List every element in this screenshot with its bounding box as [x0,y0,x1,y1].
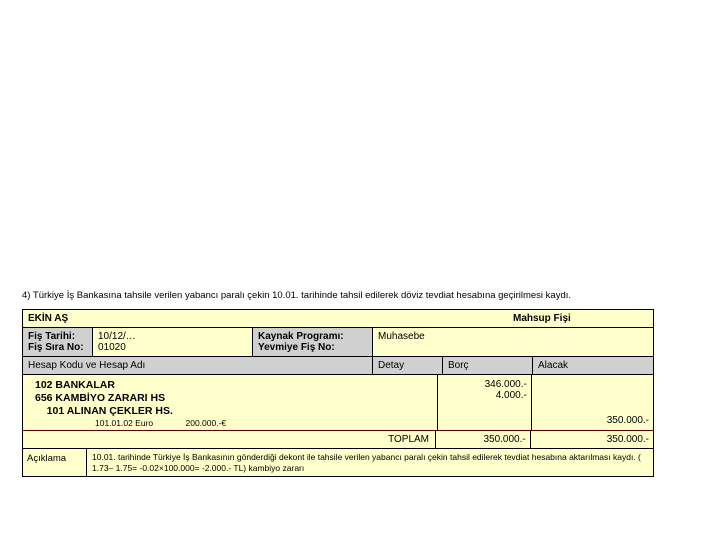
meta-values-2: Muhasebe [373,328,653,356]
voucher-type: Mahsup Fişi [443,310,653,327]
accounts-row: 102 BANKALAR 656 KAMBİYO ZARARI HS 101 A… [23,375,653,431]
header-row: EKİN AŞ Mahsup Fişi [23,310,653,328]
voucher-table: EKİN AŞ Mahsup Fişi Fiş Tarihi: Fiş Sıra… [22,309,654,477]
fis-sira-label: Fiş Sıra No: [28,342,87,353]
account-line-1: 102 BANKALAR [35,379,431,392]
fis-tarihi-value: 10/12/… [98,331,247,342]
sub-code: 101.01.02 Euro [95,418,153,428]
company-name: EKİN AŞ [23,310,443,327]
account-line-3: 101 ALINAN ÇEKLER HS. [35,405,431,418]
borc-2: 4.000.- [442,390,527,401]
intro-text: 4) Türkiye İş Bankasına tahsile verilen … [22,290,702,301]
total-borc: 350.000.- [436,431,531,448]
total-alacak: 350.000.- [531,431,653,448]
kaynak-label: Kaynak Programı: [258,331,367,342]
alacak-cell: 350.000.- [532,375,653,430]
meta-row: Fiş Tarihi: Fiş Sıra No: 10/12/… 01020 K… [23,328,653,357]
description-label: Açıklama [23,449,87,475]
description-text: 10.01. tarihinde Türkiye İş Bankasının g… [87,449,653,475]
borc-1: 346.000.- [442,379,527,390]
col-hesap: Hesap Kodu ve Hesap Adı [23,357,373,374]
alacak-1: 350.000.- [536,415,649,426]
total-label: TOPLAM [23,431,436,448]
meta-labels-2: Kaynak Programı: Yevmiye Fiş No: [253,328,373,356]
col-borc: Borç [443,357,533,374]
yevmiye-label: Yevmiye Fiş No: [258,342,367,353]
sub-amount: 200.000.-€ [156,418,227,428]
account-line-2: 656 KAMBİYO ZARARI HS [35,392,431,405]
col-detay: Detay [373,357,443,374]
description-row: Açıklama 10.01. tarihinde Türkiye İş Ban… [23,449,653,475]
fis-sira-value: 01020 [98,342,247,353]
borc-cell: 346.000.- 4.000.- [438,375,532,430]
meta-values-1: 10/12/… 01020 [93,328,253,356]
account-sub-line: 101.01.02 Euro 200.000.-€ [35,418,431,428]
meta-labels-1: Fiş Tarihi: Fiş Sıra No: [23,328,93,356]
totals-row: TOPLAM 350.000.- 350.000.- [23,431,653,449]
col-alacak: Alacak [533,357,653,374]
kaynak-value: Muhasebe [378,331,648,342]
fis-tarihi-label: Fiş Tarihi: [28,331,87,342]
accounts-cell: 102 BANKALAR 656 KAMBİYO ZARARI HS 101 A… [23,375,438,430]
columns-row: Hesap Kodu ve Hesap Adı Detay Borç Alaca… [23,357,653,375]
